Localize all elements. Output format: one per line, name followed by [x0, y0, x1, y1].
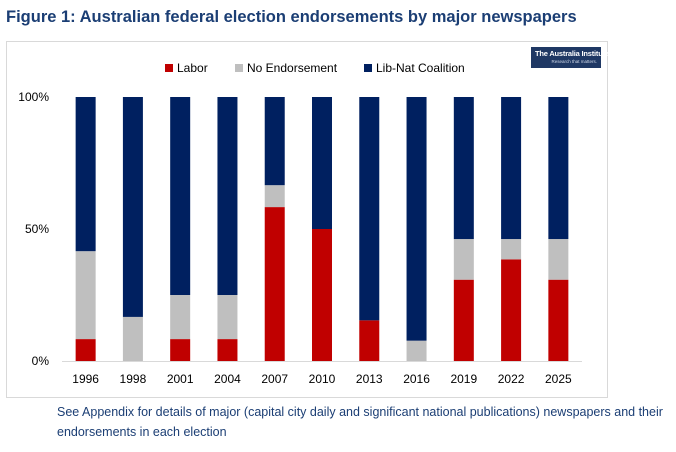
bar-lib-nat-coalition-2019	[453, 97, 474, 240]
bar-no-endorsement-2022	[501, 239, 522, 260]
australia-institute-logo: The Australia Institute Research that ma…	[531, 47, 609, 68]
bar-lib-nat-coalition-2025	[548, 97, 569, 240]
figure-title: Figure 1: Australian federal election en…	[6, 8, 577, 26]
bar-labor-2013	[359, 320, 380, 361]
bar-lib-nat-coalition-2004	[217, 97, 238, 295]
bar-labor-2010	[312, 229, 332, 361]
bar-no-endorsement-2016	[406, 340, 427, 361]
legend-label-labor: Labor	[177, 61, 208, 75]
bar-lib-nat-coalition-1998	[122, 97, 143, 317]
x-tick-label-2010: 2010	[309, 372, 336, 386]
bar-labor-2001	[170, 339, 191, 361]
bar-labor-2022	[501, 259, 522, 361]
bar-lib-nat-coalition-1996	[75, 97, 96, 252]
y-tick-label-50: 50%	[25, 222, 49, 236]
bar-no-endorsement-1996	[75, 251, 96, 340]
legend-label-lib-nat-coalition: Lib-Nat Coalition	[376, 61, 465, 75]
x-tick-label-1998: 1998	[120, 372, 147, 386]
x-tick-label-2007: 2007	[261, 372, 288, 386]
legend-label-no-endorsement: No Endorsement	[247, 61, 338, 75]
bar-no-endorsement-2004	[217, 295, 238, 340]
x-tick-label-2016: 2016	[403, 372, 430, 386]
y-tick-label-0: 0%	[32, 354, 50, 368]
bar-labor-1996	[75, 339, 96, 361]
figure-footnote: See Appendix for details of major (capit…	[57, 405, 663, 439]
bar-labor-2019	[453, 279, 474, 361]
bar-no-endorsement-2001	[170, 295, 191, 340]
bar-no-endorsement-2019	[453, 239, 474, 280]
legend-swatch-labor	[165, 64, 173, 72]
x-tick-label-2022: 2022	[498, 372, 525, 386]
bar-lib-nat-coalition-2010	[312, 97, 332, 229]
x-tick-label-2025: 2025	[545, 372, 572, 386]
bar-lib-nat-coalition-2001	[170, 97, 191, 295]
x-tick-label-2013: 2013	[356, 372, 383, 386]
logo-name: The Australia Institute	[535, 49, 609, 58]
bar-lib-nat-coalition-2007	[264, 97, 285, 186]
bar-no-endorsement-2025	[548, 239, 569, 280]
stacked-bar-chart: 0% 50% 100% 1996 1998 2001 2004 2007 2010 2013 201…	[18, 61, 582, 386]
bar-no-endorsement-2007	[264, 185, 285, 208]
y-tick-label-100: 100%	[18, 90, 49, 104]
bar-lib-nat-coalition-2016	[406, 97, 427, 341]
legend-swatch-no-endorsement	[235, 64, 243, 72]
chart-frame: 0% 50% 100% 1996 1998 2001 2004 2007 2010 2013 201…	[6, 41, 609, 398]
bar-labor-2025	[548, 279, 569, 361]
legend-swatch-lib-nat-coalition	[364, 64, 372, 72]
x-tick-label-2001: 2001	[167, 372, 194, 386]
logo-tagline: Research that matters.	[551, 59, 597, 64]
bar-labor-2007	[264, 207, 285, 361]
x-tick-label-2019: 2019	[450, 372, 477, 386]
bar-no-endorsement-1998	[122, 316, 143, 361]
x-tick-label-2004: 2004	[214, 372, 241, 386]
bar-labor-2004	[217, 339, 238, 361]
x-tick-label-1996: 1996	[72, 372, 99, 386]
bar-lib-nat-coalition-2013	[359, 97, 380, 321]
bar-lib-nat-coalition-2022	[501, 97, 522, 240]
